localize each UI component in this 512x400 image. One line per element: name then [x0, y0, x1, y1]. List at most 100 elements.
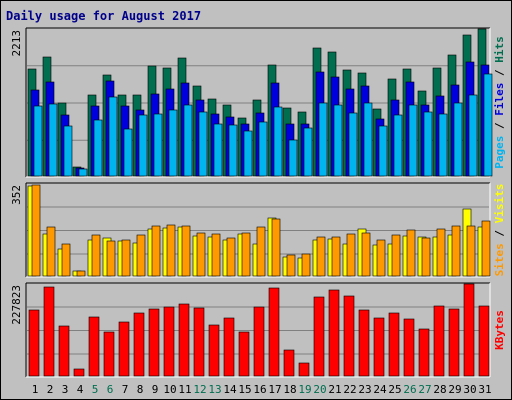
kbytes-bar — [343, 295, 355, 377]
pages-bar — [168, 109, 178, 177]
panel-1-ymax-label: 2213 — [10, 30, 23, 57]
pages-bar — [153, 113, 163, 177]
panel-3-side-legend: KBytes — [493, 310, 506, 350]
sites-bar — [271, 218, 281, 277]
sites-bar — [196, 232, 206, 277]
kbytes-bar — [208, 324, 220, 377]
x-tick-label: 12 — [193, 383, 206, 396]
panel-2-side-legend: Sites / Visits — [493, 184, 506, 277]
panel-1-side-legend: Pages / Files / Hits — [493, 36, 506, 169]
kbytes-bar — [58, 325, 70, 377]
pages-bar — [123, 128, 133, 177]
sites-bar — [61, 243, 71, 277]
sites-bar — [151, 225, 161, 277]
sites-bar — [421, 237, 431, 277]
legend-files: Files — [493, 83, 506, 116]
sites-bar — [136, 234, 146, 277]
x-tick-label: 23 — [358, 383, 371, 396]
pages-bar — [258, 121, 268, 177]
sites-bar — [301, 253, 311, 277]
pages-bar — [63, 125, 73, 177]
kbytes-bar — [373, 317, 385, 377]
x-tick-label: 10 — [163, 383, 176, 396]
sites-bar — [406, 229, 416, 277]
kbytes-bar — [73, 368, 85, 377]
x-tick-label: 6 — [107, 383, 114, 396]
legend-separator: / — [493, 116, 506, 136]
kbytes-bar — [88, 316, 100, 377]
x-tick-label: 13 — [208, 383, 221, 396]
kbytes-bar — [328, 289, 340, 377]
sites-bar — [316, 236, 326, 277]
pages-bar — [483, 73, 493, 177]
kbytes-bar — [238, 331, 250, 377]
sites-bar — [211, 233, 221, 277]
kbytes-bar — [358, 309, 370, 377]
kbytes-bar — [298, 362, 310, 377]
pages-bar — [333, 104, 343, 177]
kbytes-bar — [253, 306, 265, 377]
sites-bar — [76, 270, 86, 277]
pages-bar — [438, 113, 448, 177]
kbytes-bar — [163, 306, 175, 377]
x-tick-label: 5 — [92, 383, 99, 396]
sites-bar — [31, 184, 41, 277]
pages-bar — [453, 102, 463, 177]
kbytes-bar — [43, 286, 55, 377]
kbytes-bar — [448, 308, 460, 377]
kbytes-bar — [478, 305, 490, 377]
pages-bar — [318, 102, 328, 177]
legend-visits: Visits — [493, 184, 506, 224]
pages-bar — [348, 112, 358, 177]
sites-bar — [121, 239, 131, 277]
pages-bar — [468, 94, 478, 177]
kbytes-bar — [313, 296, 325, 377]
kbytes-bar — [118, 321, 130, 377]
panel-2-ymax-label: 352 — [10, 185, 23, 205]
sites-bar — [256, 226, 266, 277]
kbytes-bar — [418, 328, 430, 377]
legend-sites: Sites — [493, 243, 506, 276]
kbytes-bar — [403, 318, 415, 377]
pages-bar — [108, 96, 118, 177]
kbytes-bar — [268, 287, 280, 377]
x-tick-label: 17 — [268, 383, 281, 396]
pages-bar — [303, 127, 313, 177]
sites-bar — [436, 228, 446, 277]
sites-bar — [451, 225, 461, 277]
x-tick-label: 2 — [47, 383, 54, 396]
kbytes-bar — [103, 331, 115, 377]
x-tick-label: 31 — [478, 383, 491, 396]
legend-separator: / — [493, 63, 506, 83]
x-tick-label: 22 — [343, 383, 356, 396]
x-tick-label: 29 — [448, 383, 461, 396]
sites-bar — [376, 239, 386, 277]
legend-pages: Pages — [493, 136, 506, 169]
kbytes-bar — [433, 305, 445, 377]
pages-bar — [243, 130, 253, 177]
pages-bar — [183, 104, 193, 177]
pages-bar — [273, 106, 283, 177]
pages-bar — [213, 123, 223, 177]
pages-bar — [288, 139, 298, 177]
x-tick-label: 21 — [328, 383, 341, 396]
x-tick-label: 14 — [223, 383, 237, 396]
x-tick-label: 16 — [253, 383, 266, 396]
sites-bar — [481, 220, 491, 277]
pages-bar — [33, 105, 43, 177]
sites-bar — [241, 232, 251, 277]
kbytes-bar — [133, 312, 145, 377]
kbytes-bar — [178, 303, 190, 377]
kbytes-bar — [193, 307, 205, 377]
sites-bar — [166, 224, 176, 277]
sites-bar — [106, 240, 116, 277]
kbytes-bar — [463, 283, 475, 377]
x-tick-label: 27 — [418, 383, 431, 396]
legend-kbytes: KBytes — [493, 310, 506, 350]
x-tick-label: 25 — [388, 383, 401, 396]
kbytes-bar — [283, 349, 295, 377]
x-tick-label: 3 — [62, 383, 69, 396]
x-tick-label: 1 — [32, 383, 39, 396]
